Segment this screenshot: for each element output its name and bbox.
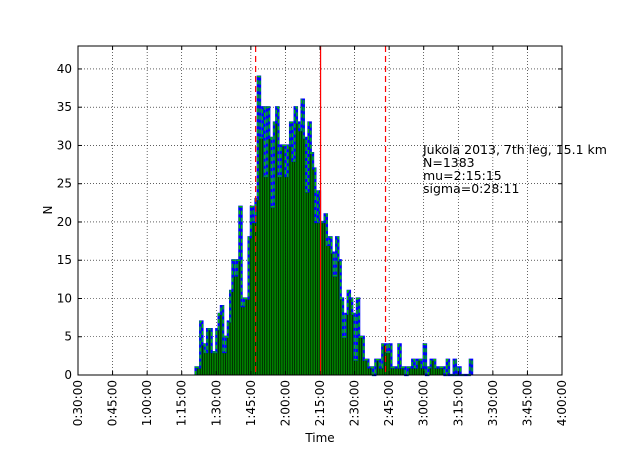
stats-annotation: Jukola 2013, 7th leg, 15.1 kmN=1383mu=2:… (422, 142, 607, 196)
histogram-bar (234, 275, 238, 376)
histogram-bar (278, 175, 282, 376)
y-tick-label: 15 (57, 253, 72, 267)
histogram-bar (333, 275, 337, 376)
y-tick-label: 25 (57, 177, 72, 191)
histogram-bar (315, 221, 318, 376)
x-tick-label: 0:30:00 (71, 380, 85, 426)
y-axis-label: N (41, 206, 55, 215)
histogram-bar (296, 122, 300, 376)
y-tick-label: 35 (57, 100, 72, 114)
histogram-bar (393, 367, 397, 376)
histogram-bar (328, 237, 332, 376)
histogram-bar (326, 244, 330, 376)
histogram-bar (243, 298, 247, 376)
histogram-bar (292, 160, 295, 376)
annotation-line: Jukola 2013, 7th leg, 15.1 km (422, 142, 607, 157)
y-tick-label: 20 (57, 215, 72, 229)
histogram-bar (299, 129, 302, 376)
histogram-bar (395, 367, 399, 376)
histogram-bar (439, 367, 443, 376)
x-tick-label: 2:15:00 (313, 380, 327, 426)
x-tick-label: 3:45:00 (520, 380, 534, 426)
x-tick-label: 1:15:00 (175, 380, 189, 426)
histogram-bar (391, 367, 395, 376)
reference-lines (255, 46, 387, 375)
histogram-bar (282, 145, 286, 376)
outline-green-dashed (194, 75, 473, 376)
histogram-bar (287, 145, 291, 376)
annotation-line: sigma=0:28:11 (423, 181, 519, 196)
histogram-bar (363, 359, 367, 376)
histogram-bar (400, 367, 404, 376)
x-tick-label: 1:45:00 (244, 380, 258, 426)
y-tick-label: 30 (57, 138, 72, 152)
histogram-bar (301, 99, 305, 376)
histogram-bar (245, 298, 249, 376)
histogram-bar (241, 305, 245, 376)
histogram-bar (211, 351, 215, 376)
histogram-bar (222, 351, 226, 376)
x-axis-label: Time (304, 431, 334, 445)
histogram-bar (197, 367, 201, 376)
histogram-bar (437, 367, 441, 376)
histogram-bar (305, 191, 309, 376)
histogram-bar (368, 367, 371, 376)
x-tick-label: 2:00:00 (278, 380, 292, 426)
y-tick-label: 5 (64, 330, 72, 344)
x-tick-label: 2:30:00 (348, 380, 362, 426)
histogram-bar (259, 137, 263, 376)
histogram-bar (310, 152, 314, 376)
annotation-line: N=1383 (423, 155, 475, 170)
histogram-bar (358, 336, 362, 376)
x-tick-label: 3:30:00 (486, 380, 500, 426)
y-axis-ticks: 0 5 10 15 20 25 30 35 40 (57, 62, 562, 382)
x-tick-label: 3:00:00 (417, 380, 431, 426)
histogram-bar (264, 175, 268, 376)
y-tick-label: 0 (64, 368, 72, 382)
histogram-bar (285, 175, 288, 376)
histogram-bar (236, 259, 240, 376)
x-tick-label: 4:00:00 (555, 380, 569, 426)
histogram-bar (414, 367, 418, 376)
histogram-outline (194, 75, 474, 377)
x-tick-label: 3:15:00 (451, 380, 465, 426)
x-tick-label: 1:00:00 (140, 380, 154, 426)
x-tick-label: 0:45:00 (106, 380, 120, 426)
histogram-bar (280, 145, 284, 376)
histogram-bar (434, 367, 438, 376)
histogram-bar (204, 351, 208, 376)
histogram-bar (271, 206, 275, 376)
annotation-line: mu=2:15:15 (423, 168, 502, 183)
x-tick-label: 2:45:00 (382, 380, 396, 426)
histogram-bar (322, 221, 325, 376)
y-tick-label: 10 (57, 291, 72, 305)
histogram-bar (379, 367, 383, 376)
y-tick-label: 40 (57, 62, 72, 76)
histogram-bar (409, 367, 413, 376)
x-tick-label: 1:30:00 (209, 380, 223, 426)
x-axis-ticks: 0:30:00 0:45:00 1:00:00 1:15:00 1:30:00 1:45:… (71, 46, 569, 426)
histogram-bar (342, 336, 346, 376)
